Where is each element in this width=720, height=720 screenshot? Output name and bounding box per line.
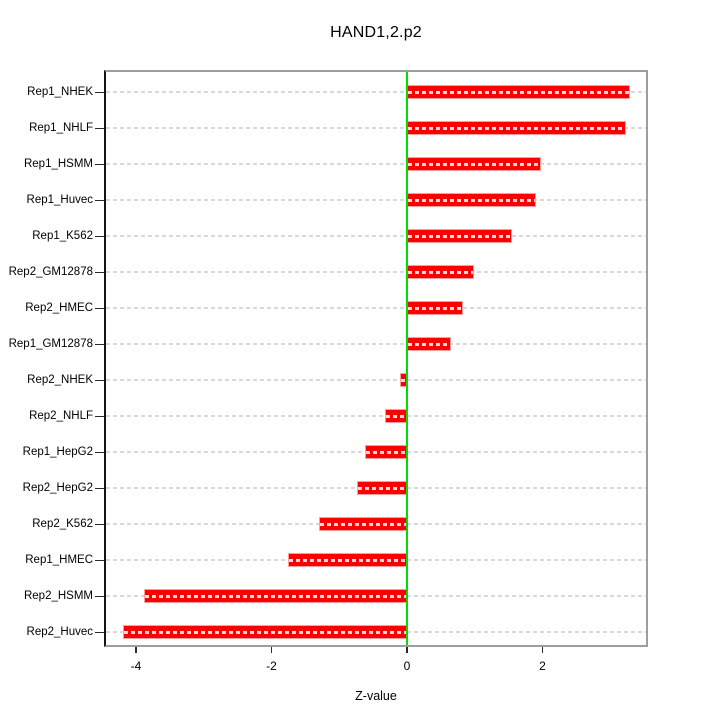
y-axis-tick [95, 344, 104, 345]
bar-inner-dashes [408, 199, 535, 202]
bar-Rep2_Huvec [123, 625, 408, 639]
y-axis-label: Rep2_K562 [32, 518, 93, 530]
y-axis-tick [95, 308, 104, 309]
bar-inner-dashes [145, 595, 407, 598]
bar-inner-dashes [408, 235, 511, 238]
x-axis-tick [270, 647, 273, 653]
y-axis-tick [95, 92, 104, 93]
y-axis-label: Rep2_NHEK [27, 374, 93, 386]
bar-inner-dashes [401, 379, 407, 382]
gridline [106, 343, 646, 345]
y-axis-tick [95, 236, 104, 237]
y-axis-tick [95, 164, 104, 165]
y-axis-tick [95, 596, 104, 597]
gridline [106, 271, 646, 273]
y-axis-label: Rep2_HepG2 [22, 482, 93, 494]
bar-inner-dashes [408, 91, 629, 94]
bar-Rep1_NHLF [407, 121, 626, 135]
x-axis-tick [541, 647, 544, 653]
bar-Rep1_NHEK [407, 85, 630, 99]
bar-inner-dashes [408, 343, 450, 346]
x-axis-tick [406, 647, 408, 653]
bar-inner-dashes [408, 307, 462, 310]
bar-Rep1_HSMM [407, 157, 541, 171]
x-axis-tick-label: -4 [130, 659, 142, 673]
gridline [106, 415, 646, 417]
x-axis-tick [135, 647, 137, 653]
y-axis-label: Rep1_HepG2 [22, 446, 93, 458]
y-axis-label: Rep1_Huvec [26, 194, 93, 206]
gridline [106, 307, 646, 309]
y-axis-tick [95, 488, 104, 489]
y-axis-label: Rep1_HMEC [25, 554, 93, 566]
gridline [106, 91, 646, 93]
x-axis-tick-label: 2 [539, 659, 546, 673]
y-axis-tick [95, 380, 104, 381]
bar-Rep2_HMEC [407, 301, 463, 315]
y-axis-label: Rep2_GM12878 [8, 266, 93, 278]
plot-area [104, 70, 648, 647]
y-axis-tick [95, 524, 104, 525]
x-axis-tick-label: 0 [403, 659, 411, 673]
y-axis-tick [95, 416, 104, 417]
y-axis-tick [95, 452, 104, 453]
y-axis-label: Rep1_GM12878 [8, 338, 93, 350]
gridline [106, 379, 646, 381]
bar-Rep2_HepG2 [357, 481, 408, 495]
bar-inner-dashes [408, 163, 540, 166]
y-axis-label: Rep2_HSMM [23, 590, 93, 602]
bar-inner-dashes [408, 271, 473, 274]
y-axis-label: Rep1_HSMM [23, 158, 93, 170]
y-axis-label: Rep1_K562 [32, 230, 93, 242]
gridline [106, 199, 646, 201]
bar-Rep1_GM12878 [407, 337, 451, 351]
x-axis-tick-label: -2 [266, 659, 277, 673]
gridline [106, 235, 646, 237]
y-axis-label: Rep2_Huvec [26, 626, 93, 638]
bar-inner-dashes [124, 631, 407, 634]
y-axis-label: Rep2_NHLF [29, 410, 93, 422]
gridline [106, 163, 646, 165]
bar-Rep1_HepG2 [365, 445, 408, 459]
y-axis-label: Rep1_NHEK [27, 86, 93, 98]
bar-inner-dashes [289, 559, 407, 562]
bar-Rep2_HSMM [144, 589, 408, 603]
bar-Rep2_GM12878 [407, 265, 474, 279]
y-axis-tick [95, 128, 104, 129]
bar-Rep2_K562 [319, 517, 408, 531]
bar-inner-dashes [408, 127, 625, 130]
bar-inner-dashes [358, 487, 407, 490]
x-axis-title: Z-value [355, 689, 397, 703]
bar-Rep2_NHLF [385, 409, 408, 423]
bar-Rep1_HMEC [288, 553, 408, 567]
y-axis-label: Rep1_NHLF [29, 122, 93, 134]
y-axis-tick [95, 200, 104, 201]
bar-Rep1_Huvec [407, 193, 536, 207]
zero-line [406, 72, 408, 645]
y-axis-tick [95, 632, 104, 633]
y-axis-tick [95, 560, 104, 561]
bar-inner-dashes [320, 523, 407, 526]
bar-inner-dashes [366, 451, 407, 454]
y-axis-label: Rep2_HMEC [25, 302, 93, 314]
gridline [106, 127, 646, 129]
bar-Rep1_K562 [407, 229, 512, 243]
bar-inner-dashes [386, 415, 407, 418]
y-axis-tick [95, 272, 104, 273]
chart-title: HAND1,2.p2 [330, 24, 422, 41]
